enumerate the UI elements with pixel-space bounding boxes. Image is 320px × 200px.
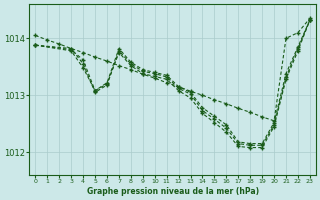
X-axis label: Graphe pression niveau de la mer (hPa): Graphe pression niveau de la mer (hPa) bbox=[87, 187, 259, 196]
